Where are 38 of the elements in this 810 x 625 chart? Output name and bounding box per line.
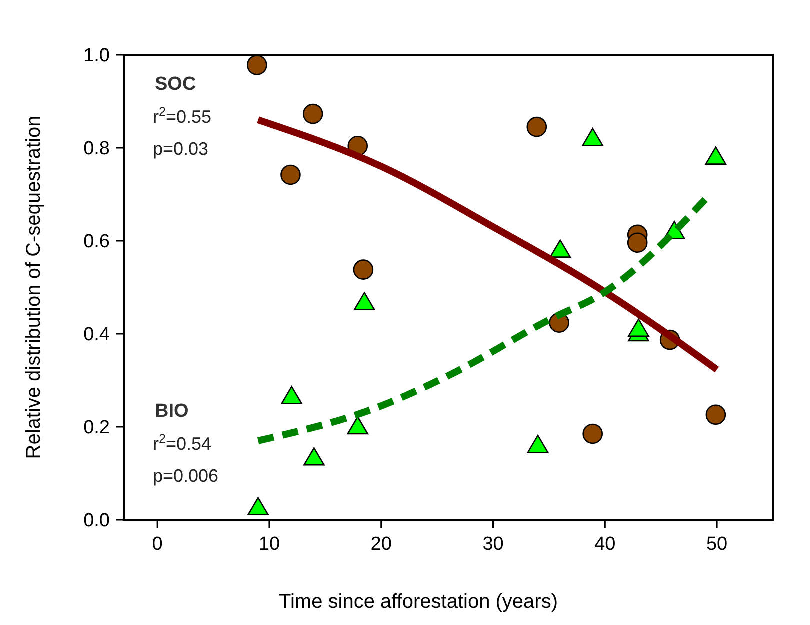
y-axis-title: Relative distribution of C-sequestration	[23, 116, 45, 460]
point	[582, 128, 604, 146]
x-axis-title: Time since afforestation (years)	[279, 591, 558, 613]
annotation: p=0.006	[153, 466, 219, 486]
point	[706, 404, 726, 426]
y-tick-label: 0.2	[84, 418, 110, 439]
point	[705, 146, 727, 165]
y-tick-label: 0.4	[84, 324, 110, 346]
point	[347, 416, 369, 435]
x-tick-label: 20	[370, 534, 392, 555]
point	[248, 497, 269, 516]
annotation: BIO	[155, 401, 189, 422]
y-tick-label: 1.0	[84, 46, 110, 67]
point	[550, 240, 572, 258]
point	[627, 232, 648, 253]
point	[628, 318, 650, 337]
x-tick-label: 30	[482, 534, 504, 555]
annotation: r$^{2}$=0.54	[153, 432, 212, 454]
point	[353, 260, 374, 280]
point	[304, 448, 325, 466]
x-tick-label: 10	[258, 534, 280, 555]
y-tick-label: 0.8	[84, 138, 110, 160]
point	[354, 292, 376, 310]
point	[280, 164, 301, 186]
annotation: r$^{2}$=0.55	[153, 105, 212, 127]
annotation: SOC	[155, 74, 196, 95]
x-tick-label: 0	[152, 534, 163, 555]
y-tick-label: 0.0	[84, 510, 110, 532]
point	[582, 424, 603, 444]
point	[302, 104, 324, 124]
x-tick-label: 40	[594, 534, 616, 555]
y-tick-label: 0.6	[84, 232, 110, 253]
point	[526, 116, 548, 138]
point	[247, 55, 268, 76]
x-tick-label: 50	[706, 534, 728, 555]
point	[527, 434, 549, 454]
point	[281, 386, 302, 404]
annotation: p=0.03	[153, 139, 209, 159]
